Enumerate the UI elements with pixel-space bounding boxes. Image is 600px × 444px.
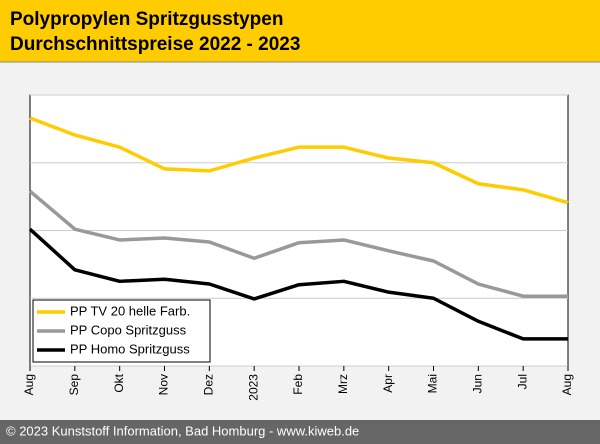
footer-bar (0, 420, 600, 444)
x-tick-label: Mai (426, 374, 440, 393)
x-tick-label: Okt (112, 373, 126, 392)
x-tick-label: Jun (471, 374, 485, 393)
header (0, 0, 600, 62)
footer: © 2023 Kunststoff Information, Bad Hombu… (6, 423, 359, 438)
legend-label: PP TV 20 helle Farb. (70, 303, 190, 318)
legend-label: PP Copo Spritzguss (70, 322, 187, 337)
x-tick-label: Aug (560, 374, 574, 395)
line-series (28, 189, 568, 298)
x-tick-label: Jul (515, 374, 529, 389)
line-series (28, 227, 568, 341)
x-tick-label: Apr (381, 374, 395, 393)
x-tick-label: Nov (157, 374, 171, 395)
x-tick-label: Dez (202, 374, 216, 395)
line-series (29, 116, 569, 205)
legend-label: PP Homo Spritzguss (70, 341, 190, 356)
x-tick-label: Feb (291, 374, 305, 395)
x-tick-label: Mrz (336, 374, 350, 394)
chart-subtitle: Durchschnittspreise 2022 - 2023 (10, 34, 300, 55)
x-tick-label: Sep (67, 374, 81, 396)
x-tick-label: 2023 (246, 374, 260, 401)
x-tick-label: Aug (22, 374, 36, 395)
chart-title: Polypropylen Spritzgusstypen (10, 9, 283, 30)
